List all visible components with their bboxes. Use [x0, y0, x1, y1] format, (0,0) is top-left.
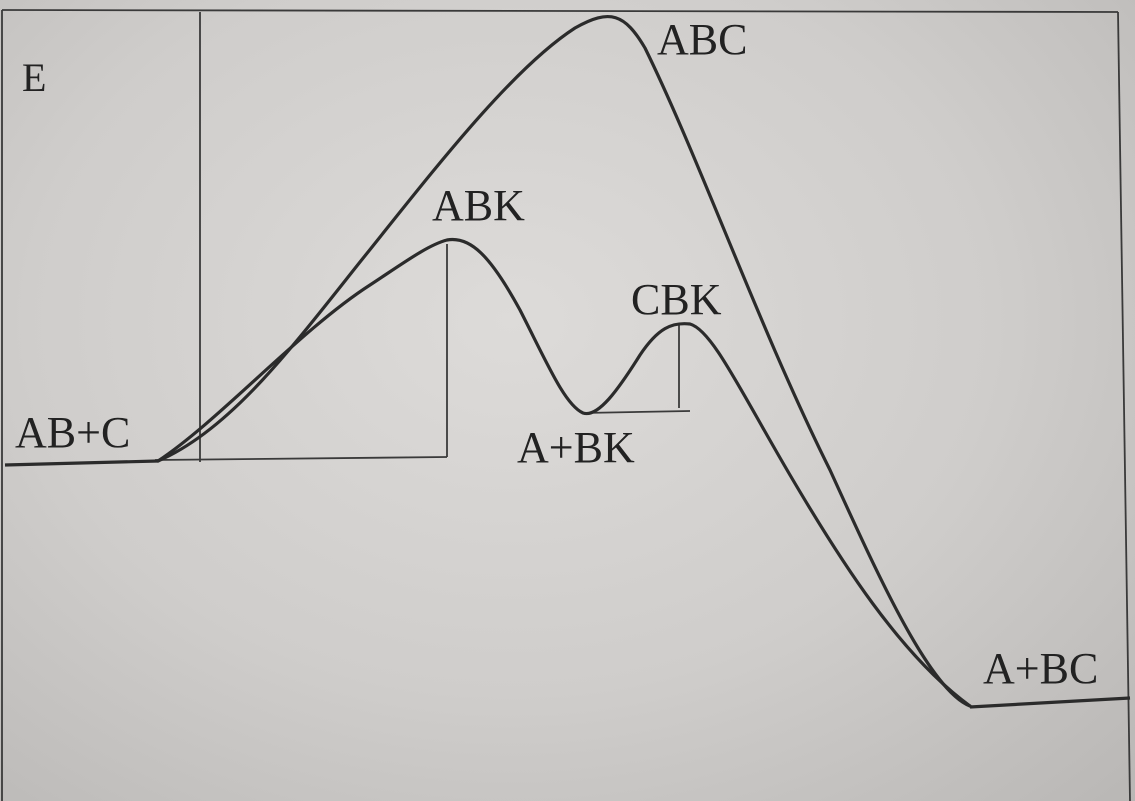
frame-top-edge [1, 9, 1119, 13]
intermediate-label: A+BK [517, 423, 635, 472]
reactant-baseline [4, 459, 159, 467]
abk-complex-label: ABK [432, 181, 525, 230]
uncatalyzed-pathway-curve [156, 15, 972, 708]
products-label: A+BC [983, 644, 1098, 693]
energy-axis-label: E [22, 55, 46, 100]
catalyzed-pathway-curve [156, 237, 972, 708]
frame-right-edge [1117, 11, 1131, 801]
cbk-complex-label: CBK [631, 275, 722, 324]
intermediate-baseline [582, 410, 691, 414]
activation-box-bottom [154, 456, 448, 461]
product-baseline [969, 696, 1131, 709]
abc-transition-state-label: ABC [657, 15, 747, 64]
reactants-label: AB+C [15, 408, 130, 457]
